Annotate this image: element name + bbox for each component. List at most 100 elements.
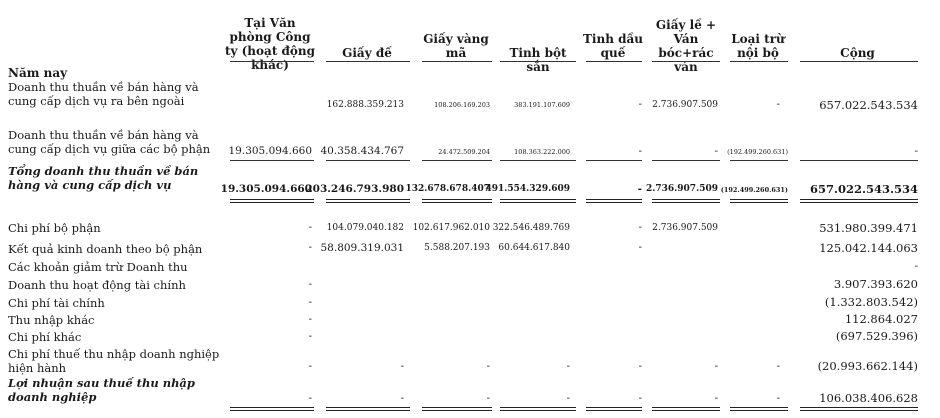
cell-loai-tru: - <box>776 392 780 404</box>
row-label: Lợi nhuận sau thuế thu nhập doanh nghiệp <box>8 376 195 404</box>
row-label: Chi phí thuế thu nhập doanh nghiệp hiện … <box>8 347 220 375</box>
cell-tinh-dau-que: - <box>637 183 642 195</box>
cell-loai-tru: (192.499.260.631) <box>727 148 788 156</box>
cell-van-phong: - <box>308 330 312 342</box>
cell-van-phong: 19.305.094.660 <box>228 145 313 157</box>
total-double-underline <box>230 407 314 411</box>
cell-giay-le-van: 2.736.907.509 <box>652 223 718 233</box>
cell-tinh-bot-san: 383.191.107.609 <box>514 101 570 109</box>
cell-loai-tru: (192.499.260.631) <box>720 186 788 194</box>
total-double-underline <box>730 407 788 411</box>
cell-giay-le-van: - <box>714 392 718 404</box>
header-underline <box>230 61 314 62</box>
cell-giay-de: 203.246.793.980 <box>305 183 404 195</box>
row-underline <box>326 160 410 161</box>
total-double-underline <box>422 407 492 411</box>
header-underline <box>586 61 642 62</box>
row-label: Chi phí tài chính <box>8 296 105 310</box>
cell-tinh-dau-que: - <box>638 360 642 372</box>
row-underline <box>230 160 314 161</box>
row-underline <box>500 160 576 161</box>
row-double-underline <box>230 199 314 203</box>
cell-giay-de: 58.809.319.031 <box>320 242 405 254</box>
cell-tinh-dau-que: - <box>638 221 642 233</box>
header-underline <box>800 61 918 62</box>
cell-cong: 657.022.543.534 <box>819 98 918 112</box>
cell-van-phong: - <box>308 313 312 325</box>
cell-tinh-dau-que: - <box>638 98 642 110</box>
row-label: Chi phí bộ phận <box>8 221 101 235</box>
cell-cong: 106.038.406.628 <box>819 391 918 405</box>
cell-tinh-dau-que: - <box>638 241 642 253</box>
cell-loai-tru: - <box>776 98 780 110</box>
cell-van-phong: 19.305.094.660 <box>220 183 312 195</box>
row-underline <box>586 160 642 161</box>
cell-giay-vang-ma: 108.206.169.203 <box>434 101 490 109</box>
row-double-underline <box>586 199 642 203</box>
cell-tinh-bot-san: 60.644.617.840 <box>498 243 570 253</box>
row-underline <box>652 160 720 161</box>
row-double-underline <box>500 199 576 203</box>
cell-giay-le-van: 2.736.907.509 <box>645 184 718 194</box>
cell-cong: (1.332.803.542) <box>824 295 918 309</box>
header-cong: Cộng <box>840 46 875 60</box>
row-label: Doanh thu thuần về bán hàng và cung cấp … <box>8 80 199 108</box>
cell-cong: - <box>914 260 918 272</box>
row-label: Doanh thu hoạt động tài chính <box>8 278 186 292</box>
row-double-underline <box>730 199 788 203</box>
row-double-underline <box>800 199 918 203</box>
cell-cong: 3.907.393.620 <box>833 277 918 291</box>
row-label: Kết quả kinh doanh theo bộ phận <box>8 242 203 256</box>
cell-giay-de: - <box>400 360 404 372</box>
cell-tinh-bot-san: 491.554.329.609 <box>485 184 570 194</box>
cell-van-phong: - <box>308 360 312 372</box>
cell-giay-de: 162.888.359.213 <box>326 100 404 110</box>
cell-tinh-bot-san: - <box>566 392 570 404</box>
cell-cong: 531.980.399.471 <box>819 221 918 235</box>
row-double-underline <box>652 199 720 203</box>
cell-tinh-bot-san: - <box>566 360 570 372</box>
header-underline <box>652 61 720 62</box>
cell-tinh-bot-san: 108.363.222.000 <box>514 148 570 156</box>
header-giay-le-van: Giấy lề + Ván bóc+rác ván <box>655 18 717 74</box>
cell-giay-vang-ma: 132.678.678.407 <box>405 184 490 194</box>
cell-giay-le-van: - <box>714 145 718 157</box>
cell-giay-de: 40.358.434.767 <box>320 145 405 157</box>
total-double-underline <box>500 407 576 411</box>
header-tinh-bot-san: Tinh bột sắn <box>509 46 567 74</box>
row-label: Các khoản giảm trừ Doanh thu <box>8 260 188 274</box>
row-label: Tổng doanh thu thuần về bán hàng và cung… <box>8 164 199 192</box>
row-double-underline <box>422 199 492 203</box>
cell-cong: (20.993.662.144) <box>817 359 918 373</box>
cell-van-phong: - <box>308 392 312 404</box>
cell-cong: - <box>914 145 918 157</box>
cell-giay-le-van: 2.736.907.509 <box>652 100 718 110</box>
cell-giay-le-van: - <box>714 360 718 372</box>
cell-giay-de: - <box>400 392 404 404</box>
total-double-underline <box>800 407 918 411</box>
header-giay-vang-ma: Giấy vàng mã <box>423 32 489 60</box>
header-underline <box>500 61 576 62</box>
cell-van-phong: - <box>308 221 312 233</box>
header-underline <box>422 61 492 62</box>
row-double-underline <box>326 199 410 203</box>
cell-giay-vang-ma: 102.617.962.010 <box>412 223 490 233</box>
cell-cong: 657.022.543.534 <box>809 182 918 196</box>
total-double-underline <box>586 407 642 411</box>
cell-van-phong: - <box>308 241 312 253</box>
cell-cong: 112.864.027 <box>844 312 918 326</box>
cell-giay-vang-ma: 24.472.509.204 <box>438 148 490 156</box>
header-underline <box>730 61 788 62</box>
cell-tinh-dau-que: - <box>638 145 642 157</box>
row-label: Doanh thu thuần về bán hàng và cung cấp … <box>8 128 211 156</box>
cell-giay-vang-ma: - <box>486 392 490 404</box>
cell-giay-de: 104.079.040.182 <box>326 223 404 233</box>
header-giay-de: Giấy đế <box>342 46 392 60</box>
cell-cong: 125.042.144.063 <box>819 241 918 255</box>
cell-giay-vang-ma: - <box>486 360 490 372</box>
section-title: Năm nay <box>8 66 68 80</box>
cell-loai-tru: - <box>776 360 780 372</box>
row-underline <box>800 160 918 161</box>
row-underline <box>422 160 492 161</box>
cell-cong: (697.529.396) <box>835 329 918 343</box>
